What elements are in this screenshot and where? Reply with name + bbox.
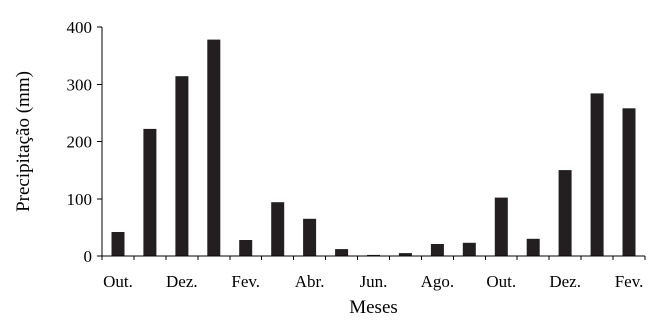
bar-fev-16 bbox=[622, 108, 636, 256]
bar-dez-2 bbox=[175, 76, 189, 256]
x-tick-label: Ago. bbox=[421, 272, 455, 291]
x-tick-label: Abr. bbox=[295, 272, 325, 291]
bar-ago-10 bbox=[430, 244, 444, 256]
bar-nov-1 bbox=[143, 128, 157, 256]
x-tick-label: Out. bbox=[486, 272, 516, 291]
bar-fev-4 bbox=[239, 240, 253, 256]
y-tick-label: 300 bbox=[67, 75, 93, 94]
y-ticks-group: 0 100 200 300 400 bbox=[67, 18, 102, 266]
x-tick-label: Dez. bbox=[549, 272, 581, 291]
x-tick-label: Dez. bbox=[166, 272, 198, 291]
y-tick-label: 100 bbox=[67, 190, 93, 209]
y-tick-label: 200 bbox=[67, 133, 93, 152]
x-tick-label: Jun. bbox=[360, 272, 388, 291]
bar-abr-6 bbox=[303, 218, 317, 256]
bar-set-11 bbox=[462, 242, 476, 256]
bar-out-0 bbox=[111, 232, 125, 256]
x-tick-label: Fev. bbox=[615, 272, 644, 291]
y-tick-label: 0 bbox=[84, 247, 93, 266]
bar-dez-14 bbox=[558, 170, 572, 256]
x-ticks-group: Out. Dez. Fev. Abr. Jun. Ago. Out. Dez. Fev. bbox=[101, 256, 646, 291]
x-tick-label: Fev. bbox=[231, 272, 260, 291]
bar-mai-7 bbox=[335, 249, 349, 256]
x-tick-label: Out. bbox=[103, 272, 133, 291]
bar-nov-13 bbox=[526, 238, 540, 256]
bar-jul-9 bbox=[398, 253, 412, 256]
x-axis-title: Meses bbox=[349, 297, 398, 318]
bar-jun-8 bbox=[367, 254, 380, 256]
bar-out-12 bbox=[494, 197, 508, 256]
y-tick-label: 400 bbox=[67, 18, 93, 37]
bar-jan-3 bbox=[207, 39, 221, 256]
y-axis-title: Precipitação (mm) bbox=[13, 71, 34, 212]
bar-mar-5 bbox=[271, 202, 285, 256]
bar-jan-15 bbox=[590, 93, 604, 257]
bars-group bbox=[111, 39, 636, 257]
